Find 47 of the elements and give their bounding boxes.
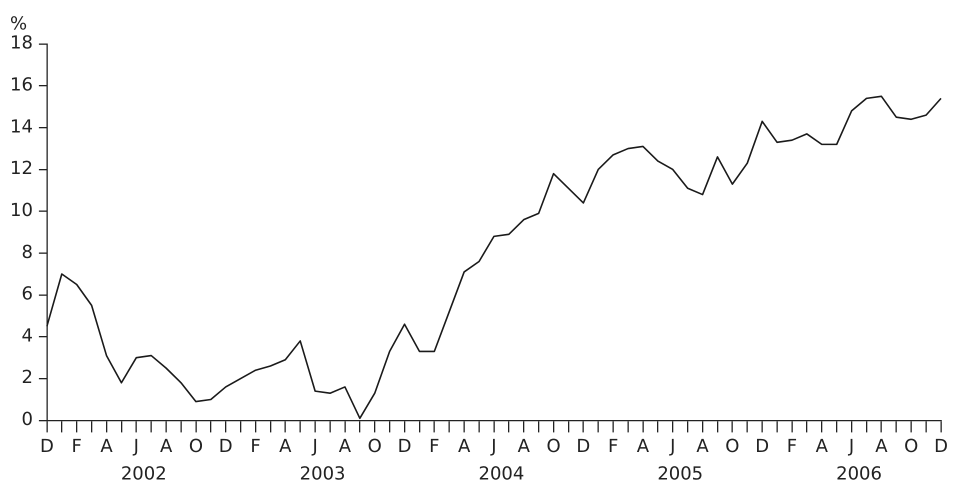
y-tick-label: 10 — [10, 200, 33, 221]
x-tick-label: J — [669, 436, 676, 457]
x-tick-label: O — [368, 436, 382, 457]
x-tick-label: O — [546, 436, 561, 457]
y-tick-label: 18 — [10, 32, 33, 54]
x-tick-label: D — [398, 436, 412, 457]
y-tick-label: 0 — [21, 409, 33, 430]
y-axis-title: % — [10, 14, 28, 35]
y-tick-label: 14 — [10, 116, 33, 138]
y-tick-label: 12 — [10, 158, 33, 180]
x-tick-label: D — [218, 436, 233, 457]
x-tick-label: A — [816, 436, 829, 457]
text: 2005 — [657, 464, 704, 485]
x-tick-label: J — [311, 436, 318, 457]
x-tick-label: A — [696, 436, 710, 457]
x-tick-label: O — [188, 436, 204, 457]
x-tick-label: O — [725, 436, 740, 457]
x-tick-label: A — [100, 436, 114, 457]
x-tick-label: D — [934, 436, 948, 457]
x-tick-label: F — [608, 436, 618, 457]
text: 2006 — [836, 464, 882, 485]
x-tick-label: A — [518, 436, 531, 457]
x-tick-label: J — [490, 436, 497, 457]
x-tick-label: A — [160, 436, 173, 457]
x-tick-label: F — [786, 436, 798, 457]
x-tick-label: F — [429, 436, 440, 457]
y-tick-label: 8 — [21, 242, 33, 263]
text: 2002 — [120, 464, 167, 485]
x-tick-label: A — [458, 436, 471, 457]
y-tick-label: 2 — [21, 367, 33, 388]
y-tick-label: 4 — [21, 325, 33, 346]
x-tick-label: A — [875, 436, 888, 457]
x-tick-label: O — [904, 436, 918, 457]
x-tick-label: A — [636, 436, 650, 457]
x-tick-label: J — [132, 436, 139, 457]
x-tick-label: D — [576, 436, 590, 457]
x-tick-label: A — [338, 436, 352, 457]
text: 2003 — [300, 464, 346, 485]
x-tick-label: J — [848, 436, 854, 457]
y-tick-label: 16 — [10, 74, 33, 96]
text: 2004 — [478, 464, 524, 485]
x-tick-label: F — [250, 436, 261, 457]
y-tick-label: 6 — [21, 284, 33, 305]
x-tick-label: A — [279, 436, 292, 457]
x-tick-label: D — [755, 436, 770, 457]
x-tick-label: D — [40, 436, 54, 457]
x-tick-label: F — [72, 436, 82, 457]
